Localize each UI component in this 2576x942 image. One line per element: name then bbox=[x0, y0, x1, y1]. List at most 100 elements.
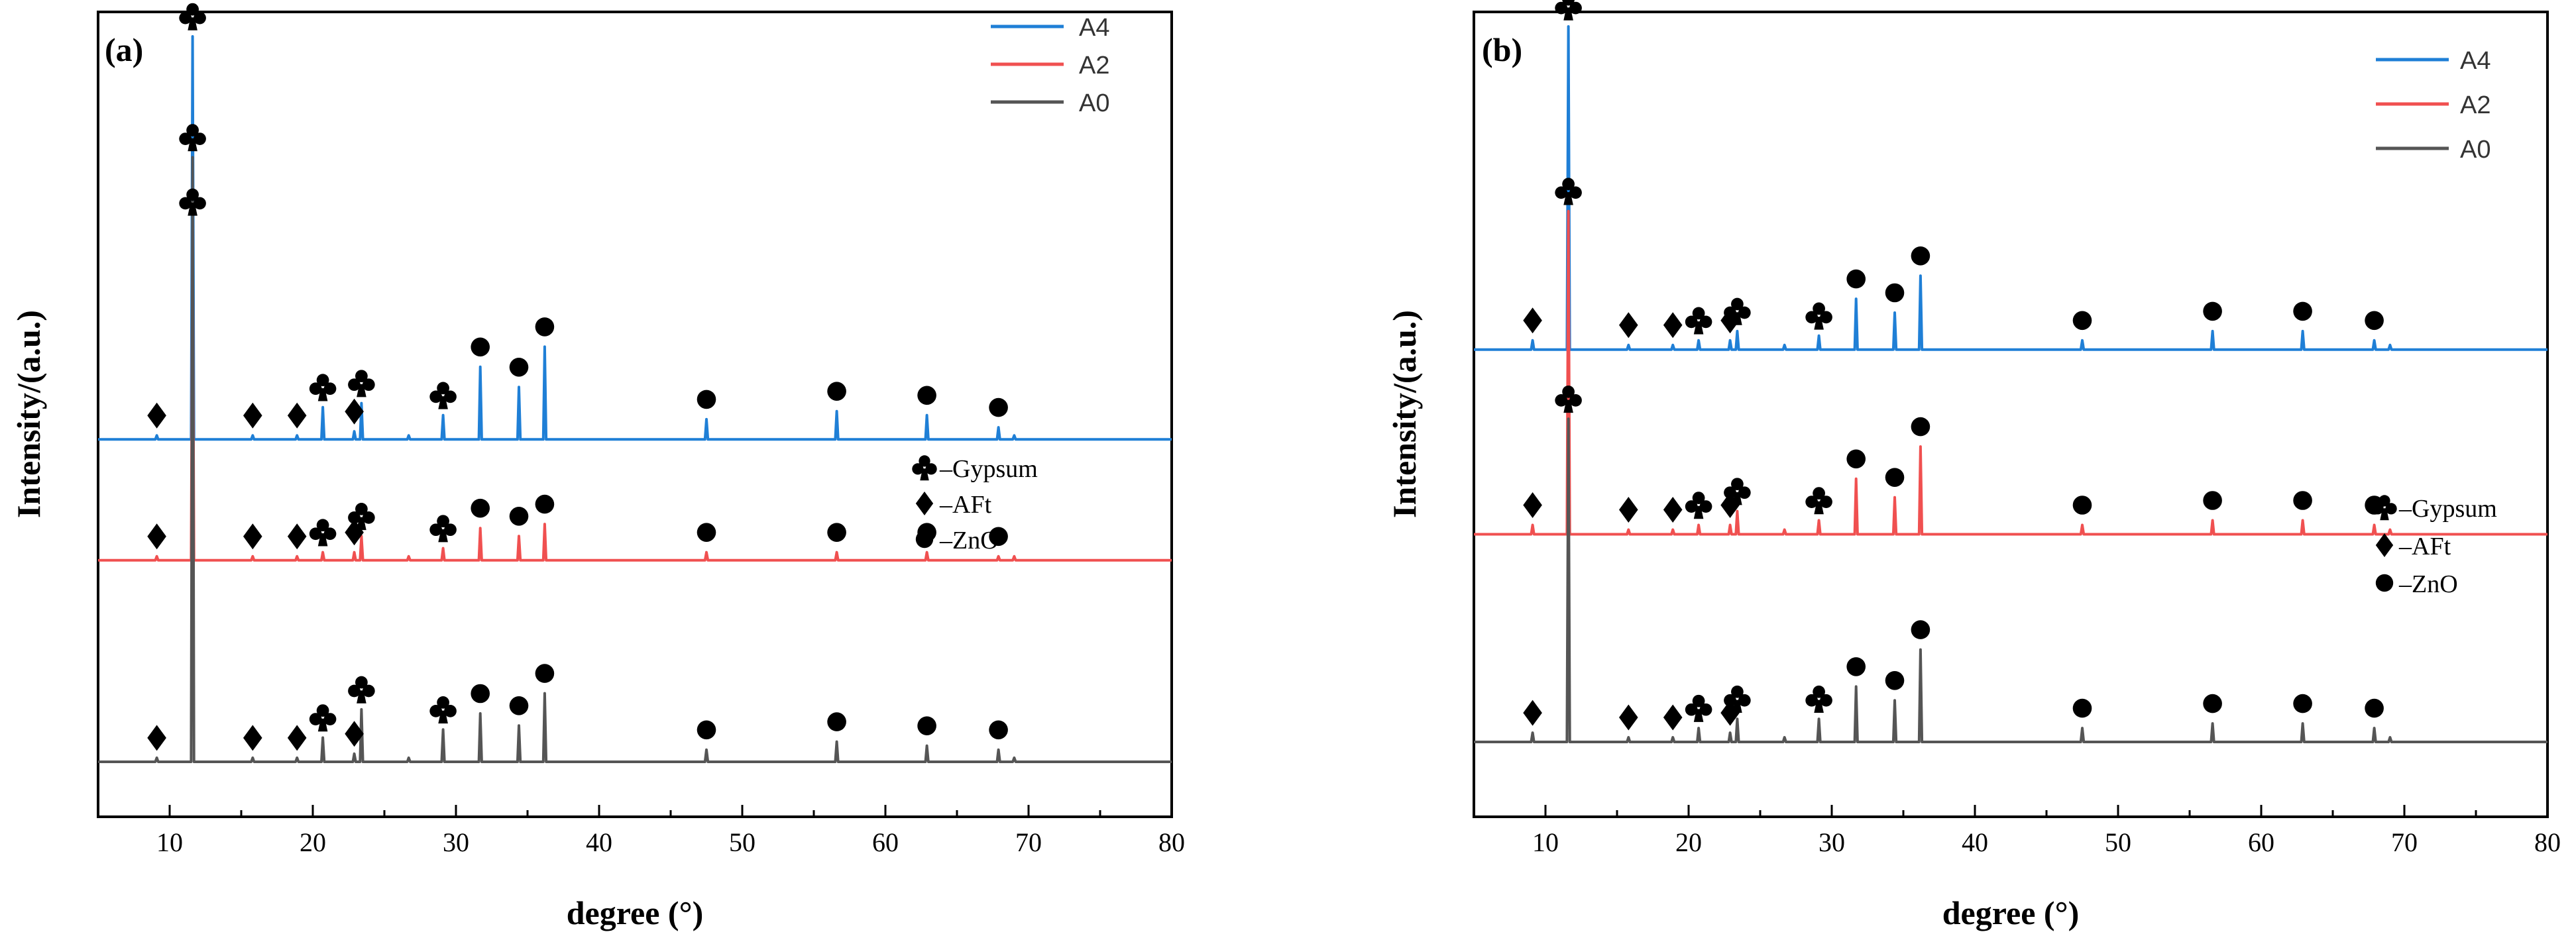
panel-a-a4-circle-marker bbox=[827, 382, 846, 401]
panel-b-a4-club-marker bbox=[1685, 307, 1712, 335]
panel-a-traces bbox=[98, 35, 1172, 763]
panel-b-a2-circle-marker bbox=[1885, 468, 1905, 487]
panel-b-a0-circle-marker bbox=[1846, 657, 1866, 676]
panel-a-a0-circle-marker bbox=[509, 696, 529, 715]
panel-b-a2-club-marker bbox=[1805, 487, 1832, 515]
panel-a-key-club-icon bbox=[912, 455, 937, 481]
panel-b-x-tick-label: 60 bbox=[2248, 827, 2274, 857]
panel-a-a2-circle-marker bbox=[509, 507, 529, 526]
panel-b-a4-circle-marker bbox=[1846, 269, 1866, 289]
panel-b-x-tick-label: 40 bbox=[1962, 827, 1988, 857]
panel-a-x-tick-label: 80 bbox=[1158, 827, 1185, 857]
panel-a-y-axis-label: Intensity/(a.u.) bbox=[10, 310, 47, 518]
panel-b-a0-circle-marker bbox=[1885, 671, 1905, 690]
panel-b-x-tick-label: 10 bbox=[1532, 827, 1559, 857]
panel-b-a0-diamond-marker bbox=[1720, 700, 1740, 726]
panel-a-a4-circle-marker bbox=[917, 386, 936, 405]
panel-a: (a) 10 20 30 40 50 60 70 80 degree (°) Intensit… bbox=[10, 3, 1185, 931]
panel-b-trace-a0 bbox=[1474, 417, 2548, 743]
panel-b-x-tick-label: 80 bbox=[2534, 827, 2561, 857]
panel-a-a0-circle-marker bbox=[697, 720, 716, 740]
panel-a-a2-diamond-marker bbox=[147, 523, 166, 550]
panel-a-a0-circle-marker bbox=[917, 716, 936, 735]
panel-b-a4-circle-marker bbox=[2203, 301, 2222, 321]
panel-b-frame bbox=[1473, 11, 2549, 818]
panel-a-legend-label-a2: A2 bbox=[1079, 52, 1109, 79]
panel-a-a2-club-marker bbox=[309, 519, 337, 547]
panel-b-x-tick-label: 20 bbox=[1675, 827, 1702, 857]
panel-a-x-tick-label: 50 bbox=[729, 827, 756, 857]
panel-a-a4-club-marker bbox=[348, 370, 375, 397]
panel-a-x-tick-label: 70 bbox=[1015, 827, 1042, 857]
panel-a-legend-label-a0: A0 bbox=[1079, 89, 1109, 117]
panel-b-a4-diamond-marker bbox=[1663, 312, 1683, 339]
panel-b-a4-diamond-marker bbox=[1720, 307, 1740, 334]
panel-b-a2-diamond-marker bbox=[1619, 497, 1638, 523]
panel-b-a4-diamond-marker bbox=[1523, 307, 1542, 334]
panel-a-a2-circle-marker bbox=[697, 523, 716, 542]
panel-a-a2-circle-marker bbox=[827, 523, 846, 542]
panel-a-x-tick-label: 40 bbox=[586, 827, 612, 857]
panel-a-tag: (a) bbox=[105, 31, 143, 68]
panel-b-trace-a4 bbox=[1474, 25, 2548, 351]
panel-b-a0-diamond-marker bbox=[1663, 704, 1683, 731]
panel-a-a0-diamond-marker bbox=[287, 725, 307, 751]
panel-a-a0-club-marker bbox=[179, 124, 206, 152]
panel-b-key-diamond-icon bbox=[2375, 533, 2394, 557]
panel-a-a0-circle-marker bbox=[989, 720, 1008, 740]
panel-b-a0-circle-marker bbox=[2072, 698, 2092, 718]
panel-b-tag: (b) bbox=[1482, 31, 1522, 68]
panel-b-a0-club-marker bbox=[1685, 694, 1712, 722]
panel-a-a0-circle-marker bbox=[535, 664, 555, 683]
panel-a-a0-circle-marker bbox=[827, 712, 846, 731]
panel-a-a4-circle-marker bbox=[471, 337, 490, 357]
panel-a-a4-club-marker bbox=[429, 382, 457, 409]
panel-b-a2-circle-marker bbox=[2072, 496, 2092, 515]
panel-a-a0-circle-marker bbox=[471, 684, 490, 704]
panel-b-a2-circle-marker bbox=[1911, 417, 1931, 437]
panel-a-x-tick-label: 60 bbox=[872, 827, 899, 857]
panel-a-legend-label-a4: A4 bbox=[1079, 14, 1109, 42]
panel-a-a2-circle-marker bbox=[989, 527, 1008, 547]
panel-b-markers bbox=[1523, 0, 2384, 731]
panel-b-legend-label-a2: A2 bbox=[2460, 91, 2491, 119]
panel-b-x-tick-label: 70 bbox=[2391, 827, 2418, 857]
panel-a-frame bbox=[97, 11, 1173, 818]
panel-b-a4-diamond-marker bbox=[1619, 312, 1638, 339]
panel-b-x-tick-label: 50 bbox=[2105, 827, 2131, 857]
panel-b-a0-diamond-marker bbox=[1619, 704, 1638, 731]
panel-a-trace-a2 bbox=[98, 220, 1172, 562]
panel-a-a4-circle-marker bbox=[535, 317, 555, 337]
panel-b-a4-circle-marker bbox=[1911, 246, 1931, 266]
panel-a-a2-circle-marker bbox=[535, 494, 555, 514]
panel-b-a0-club-marker bbox=[1555, 386, 1582, 413]
panel-a-a0-club-marker bbox=[309, 704, 337, 732]
panel-b-a2-diamond-marker bbox=[1720, 492, 1740, 518]
panel-a-a4-diamond-marker bbox=[147, 402, 166, 429]
panel-b-y-axis-label: Intensity/(a.u.) bbox=[1386, 310, 1423, 518]
panel-b-key-gypsum: –Gypsum bbox=[2398, 495, 2497, 523]
panel-b-key-zno: –ZnO bbox=[2398, 570, 2458, 598]
panel-a-phase-key: –Gypsum –AFt –ZnO bbox=[912, 455, 1038, 554]
panel-a-a2-circle-marker bbox=[471, 498, 490, 518]
panel-a-a2-club-marker bbox=[348, 503, 375, 531]
panel-b-x-ticks: 10 20 30 40 50 60 70 80 bbox=[1473, 805, 2561, 857]
panel-b-a4-club-marker bbox=[1805, 302, 1832, 330]
panel-a-a2-club-marker bbox=[179, 188, 206, 216]
panel-b-a2-circle-marker bbox=[1846, 449, 1866, 469]
panel-b-legend-label-a0: A0 bbox=[2460, 136, 2491, 164]
panel-a-a4-diamond-marker bbox=[287, 402, 307, 429]
panel-b-legend-label-a4: A4 bbox=[2460, 47, 2491, 75]
panel-a-key-gypsum: –Gypsum bbox=[939, 455, 1038, 483]
panel-a-a2-club-marker bbox=[429, 515, 457, 543]
panel-a-key-aft: –AFt bbox=[939, 491, 992, 519]
panel-b-a0-club-marker bbox=[1724, 685, 1751, 713]
panel-a-key-diamond-icon bbox=[915, 492, 934, 515]
panel-a-a0-club-marker bbox=[348, 676, 375, 704]
panel-b-a2-diamond-marker bbox=[1663, 497, 1683, 523]
panel-a-trace-a4 bbox=[98, 35, 1172, 441]
panel-b-a0-circle-marker bbox=[2203, 694, 2222, 713]
panel-b-trace-a2 bbox=[1474, 209, 2548, 536]
panel-b-a0-circle-marker bbox=[2365, 698, 2384, 718]
